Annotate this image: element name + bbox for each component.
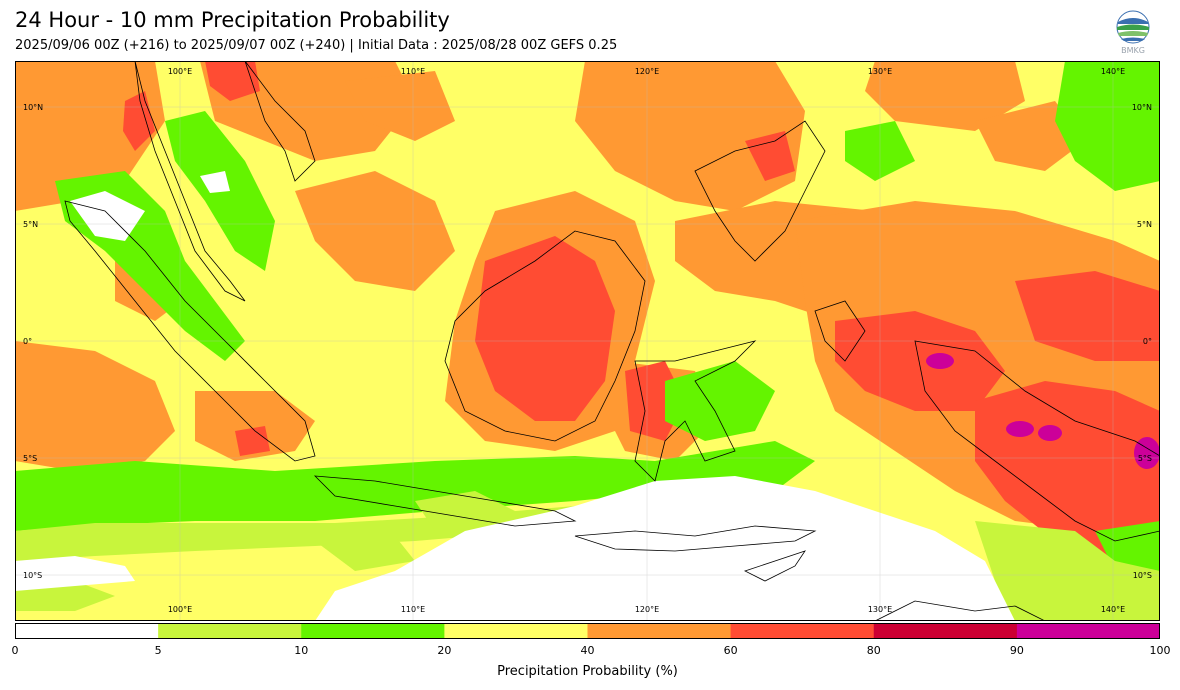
colorbar-segment [1016, 623, 1161, 639]
lon-label-bottom: 100°E [168, 605, 192, 614]
colorbar-tick-label: 40 [580, 644, 595, 657]
lat-label-left: 10°N [23, 103, 43, 112]
bmkg-logo-icon: BMKG [1114, 10, 1152, 56]
coastline-australia-north [874, 600, 1046, 621]
colorbar-segment [301, 623, 445, 639]
lat-label-left: 5°N [23, 220, 38, 229]
colorbar-tick-label: 0 [11, 644, 19, 657]
lon-label-bottom: 110°E [401, 605, 425, 614]
lon-label-bottom: 130°E [868, 605, 892, 614]
colorbar-segment [444, 623, 589, 639]
lat-label-left: 0° [23, 337, 32, 346]
colorbar-label: Precipitation Probability (%) [497, 664, 678, 679]
colorbar-border [15, 623, 1160, 639]
map-subtitle: 2025/09/06 00Z (+216) to 2025/09/07 00Z … [15, 38, 618, 53]
lat-label-left: 10°S [23, 571, 42, 580]
coastline-indochina [244, 61, 316, 182]
coastline-borneo [444, 230, 646, 442]
lat-label-right: 0° [1143, 337, 1152, 346]
precipitation-map: 100°E 110°E 120°E 130°E 140°E 100°E 110°… [15, 61, 1160, 621]
colorbar-tick-label: 60 [723, 644, 738, 657]
lon-label-top: 100°E [168, 67, 192, 76]
coastline-sulawesi [634, 340, 757, 482]
colorbar-tick-label: 5 [154, 644, 162, 657]
bmkg-logo-text: BMKG [1121, 46, 1145, 55]
colorbar-tick-label: 100 [1149, 644, 1171, 657]
lon-label-top: 110°E [401, 67, 425, 76]
lon-label-top: 120°E [635, 67, 659, 76]
lat-label-right: 5°S [1138, 454, 1152, 463]
colorbar-tick-label: 10 [294, 644, 309, 657]
lon-label-top: 130°E [868, 67, 892, 76]
colorbar-segment [158, 623, 302, 639]
colorbar-segment [587, 623, 732, 639]
coastline-timor [743, 550, 806, 582]
lat-label-left: 5°S [23, 454, 37, 463]
coastline-philippines [694, 120, 826, 262]
map-title: 24 Hour - 10 mm Precipitation Probabilit… [15, 8, 450, 32]
lat-label-right: 10°N [1132, 103, 1152, 112]
colorbar-segment [15, 623, 159, 639]
lon-label-top: 140°E [1101, 67, 1125, 76]
colorbar [15, 623, 1161, 639]
lon-label-bottom: 140°E [1101, 605, 1125, 614]
colorbar-segment [730, 623, 875, 639]
coastline-sumatra [64, 200, 316, 462]
coastline-new-guinea [914, 340, 1160, 542]
colorbar-tick-label: 90 [1009, 644, 1024, 657]
lat-label-right: 5°N [1137, 220, 1152, 229]
coastline-java [313, 475, 577, 527]
colorbar-tick-label: 80 [866, 644, 881, 657]
colorbar-segment [873, 623, 1018, 639]
lat-label-right: 10°S [1133, 571, 1152, 580]
coastline-lesser-sunda [574, 525, 817, 552]
coastline-maluku [814, 300, 866, 362]
coastline-malay-peninsula [134, 61, 246, 302]
lon-label-bottom: 120°E [635, 605, 659, 614]
colorbar-tick-label: 20 [437, 644, 452, 657]
